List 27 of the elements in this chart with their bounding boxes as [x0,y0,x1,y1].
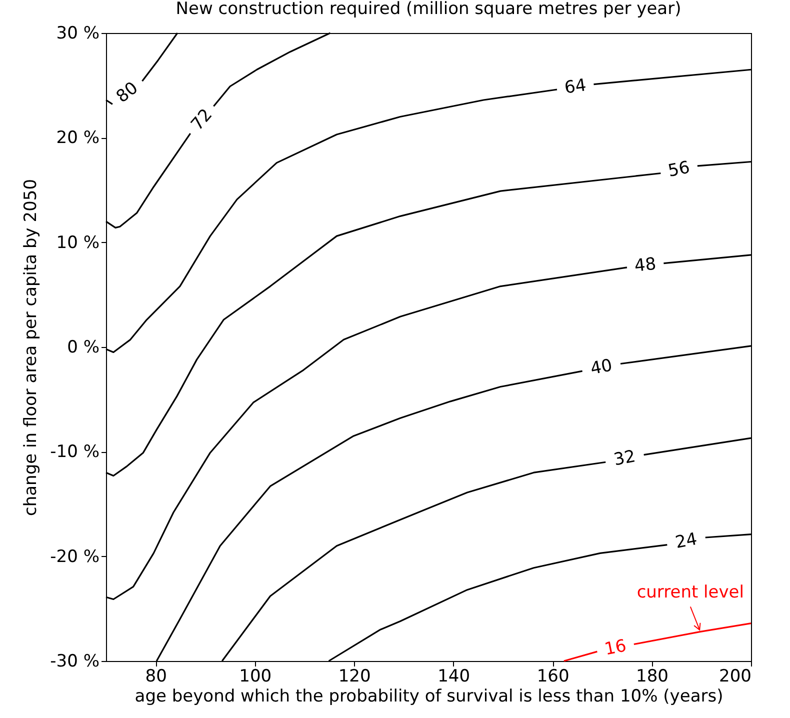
text: 32 [612,446,638,470]
y-tick-label: 20 % [56,128,100,148]
text: 24 [674,529,699,554]
annotation: current level [636,582,744,603]
text: 72 [187,105,217,135]
text: 16 [602,636,628,660]
text: 48 [633,254,658,277]
chart-title: New construction required (million square metres per year) [176,0,682,19]
x-tick-label: 120 [338,666,371,686]
x-tick-label: 140 [438,666,470,686]
y-axis-title: change in floor area per capita by 2050 [21,178,42,516]
x-tick-label: 200 [719,666,752,686]
text: 64 [563,75,588,98]
text: 80 [112,78,142,108]
y-tick-label: -20 % [50,546,100,567]
x-tick-label: 180 [636,666,668,686]
text: 56 [666,158,692,182]
y-tick-label: 30 % [56,24,100,44]
x-axis-title: age beyond which the probability of survival is less than 10% (years) [134,686,724,706]
y-tick-label: -10 % [50,442,100,462]
y-tick-label: 0 % [67,338,100,358]
y-tick-label: -30 % [50,652,100,672]
x-tick-label: 100 [239,666,272,686]
x-tick-label: 80 [145,666,167,686]
x-tick-label: 160 [536,666,570,686]
y-tick-label: 10 % [56,232,100,253]
text: 40 [588,356,614,380]
